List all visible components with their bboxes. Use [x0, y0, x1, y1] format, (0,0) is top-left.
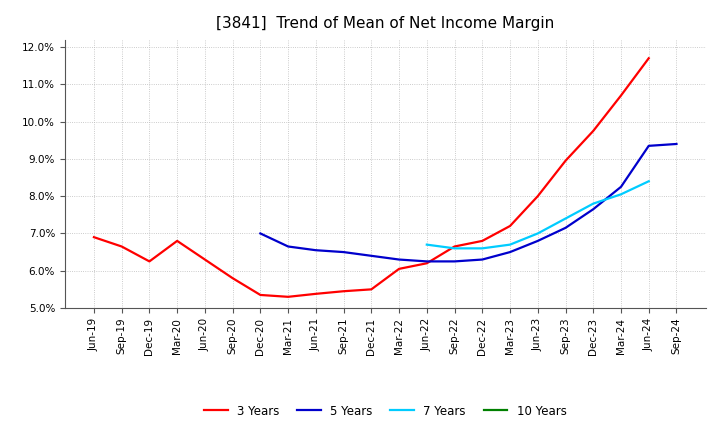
- 5 Years: [312, 248, 320, 253]
- 3 Years: [284, 294, 292, 300]
- 5 Years: [284, 244, 292, 249]
- 7 Years: [505, 242, 514, 247]
- 5 Years: [423, 259, 431, 264]
- Line: 5 Years: 5 Years: [261, 144, 677, 261]
- 7 Years: [450, 246, 459, 251]
- 5 Years: [644, 143, 653, 148]
- 5 Years: [589, 206, 598, 212]
- 3 Years: [89, 235, 98, 240]
- Legend: 3 Years, 5 Years, 7 Years, 10 Years: 3 Years, 5 Years, 7 Years, 10 Years: [199, 400, 571, 422]
- 7 Years: [423, 242, 431, 247]
- 7 Years: [478, 246, 487, 251]
- 3 Years: [312, 291, 320, 297]
- 5 Years: [534, 238, 542, 244]
- 3 Years: [561, 158, 570, 163]
- 3 Years: [256, 292, 265, 297]
- 3 Years: [423, 260, 431, 266]
- 3 Years: [534, 194, 542, 199]
- 7 Years: [534, 231, 542, 236]
- Line: 3 Years: 3 Years: [94, 58, 649, 297]
- 3 Years: [478, 238, 487, 244]
- 3 Years: [616, 93, 625, 98]
- 3 Years: [367, 287, 376, 292]
- 3 Years: [173, 238, 181, 244]
- 3 Years: [644, 55, 653, 61]
- 3 Years: [395, 266, 403, 271]
- Line: 7 Years: 7 Years: [427, 181, 649, 248]
- 3 Years: [117, 244, 126, 249]
- 5 Years: [505, 249, 514, 255]
- 3 Years: [505, 224, 514, 229]
- 5 Years: [256, 231, 265, 236]
- 7 Years: [644, 179, 653, 184]
- 5 Years: [616, 184, 625, 190]
- Title: [3841]  Trend of Mean of Net Income Margin: [3841] Trend of Mean of Net Income Margi…: [216, 16, 554, 32]
- 3 Years: [589, 128, 598, 134]
- 3 Years: [339, 289, 348, 294]
- 5 Years: [450, 259, 459, 264]
- 5 Years: [478, 257, 487, 262]
- 3 Years: [228, 275, 237, 281]
- 3 Years: [201, 257, 210, 262]
- 5 Years: [395, 257, 403, 262]
- 5 Years: [339, 249, 348, 255]
- 7 Years: [561, 216, 570, 221]
- 3 Years: [450, 244, 459, 249]
- 7 Years: [589, 201, 598, 206]
- 7 Years: [616, 192, 625, 197]
- 3 Years: [145, 259, 154, 264]
- 5 Years: [367, 253, 376, 258]
- 5 Years: [561, 225, 570, 231]
- 5 Years: [672, 141, 681, 147]
